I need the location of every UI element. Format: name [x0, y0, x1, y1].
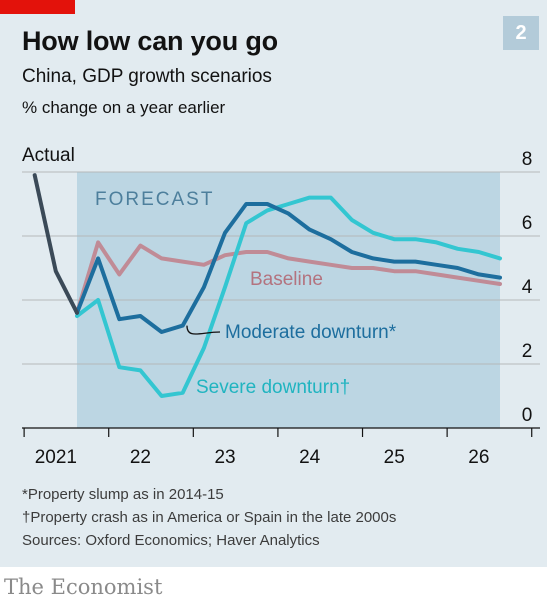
series-label-baseline: Baseline — [250, 269, 323, 290]
footnote-severe: †Property crash as in America or Spain i… — [22, 509, 397, 526]
x-tick-label: 26 — [468, 447, 489, 468]
y-tick-label: 0 — [522, 405, 533, 426]
series-label-severe: Severe downturn† — [196, 377, 350, 398]
y-axis-tick-labels: 0 2 4 6 8 — [522, 149, 533, 426]
x-tick-label: 22 — [130, 447, 151, 468]
x-axis-ticks — [23, 428, 533, 437]
brand-red-tag — [0, 0, 75, 14]
moderate-label-pointer — [186, 325, 221, 335]
series-line-2 — [75, 202, 502, 334]
economist-wordmark: The Economist — [4, 575, 163, 599]
gridlines — [22, 171, 540, 365]
y-tick-label: 2 — [522, 341, 533, 362]
chart-units: % change on a year earlier — [22, 98, 226, 117]
y-tick-label: 6 — [522, 213, 533, 234]
x-tick-label: 24 — [299, 447, 321, 468]
x-axis-tick-labels: 2021 22 23 24 25 26 — [35, 447, 490, 468]
chart-subtitle: China, GDP growth scenarios — [22, 66, 272, 87]
y-tick-label: 8 — [522, 149, 533, 170]
series-lines — [32, 173, 502, 398]
x-tick-label: 23 — [214, 447, 235, 468]
forecast-label: FORECAST — [95, 189, 214, 210]
chart-number-badge: 2 — [503, 16, 539, 50]
series-label-moderate: Moderate downturn* — [225, 322, 397, 343]
series-label-actual: Actual — [22, 145, 75, 166]
x-tick-label: 25 — [384, 447, 405, 468]
chart-title: How low can you go — [22, 26, 278, 56]
footnotes: *Property slump as in 2014-15 †Property … — [22, 483, 396, 552]
series-line-3 — [75, 195, 502, 398]
footnote-moderate: *Property slump as in 2014-15 — [22, 486, 224, 503]
x-tick-label: 2021 — [35, 447, 77, 468]
series-line-0 — [32, 173, 79, 315]
y-tick-label: 4 — [522, 277, 533, 298]
series-line-1 — [75, 240, 502, 315]
sources-note: Sources: Oxford Economics; Haver Analyti… — [22, 532, 320, 549]
